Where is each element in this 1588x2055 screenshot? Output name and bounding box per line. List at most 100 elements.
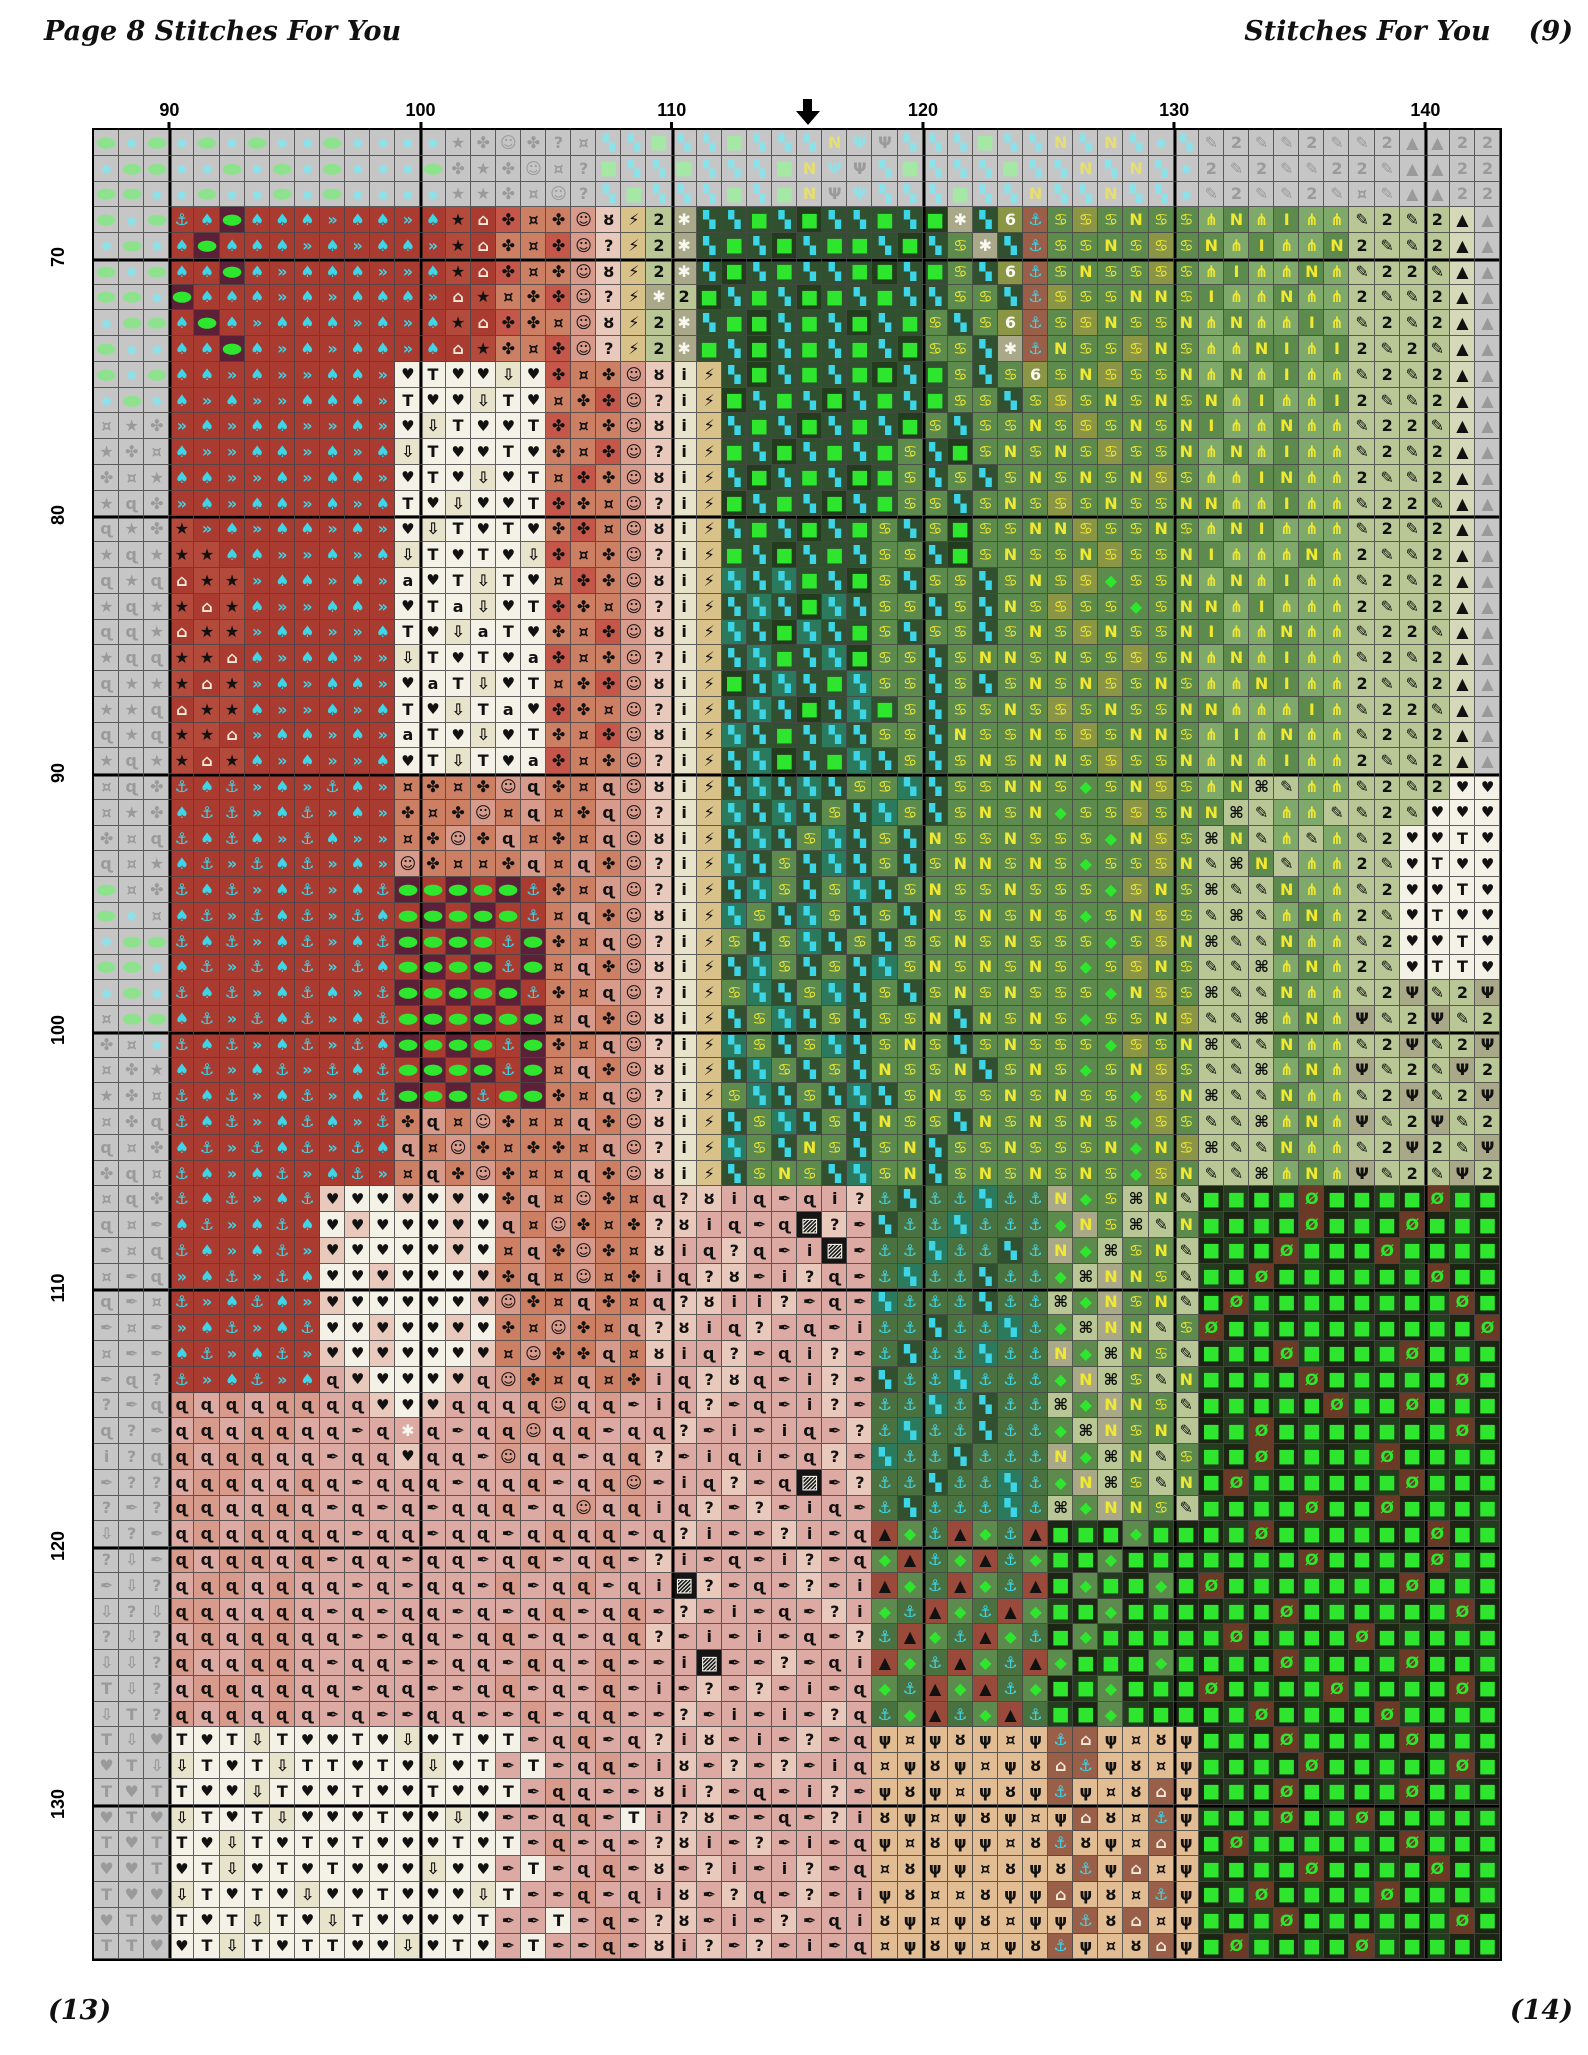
stitch-cell: ■ [1299, 1521, 1325, 1548]
stitch-cell: ɋ [470, 1418, 496, 1445]
stitch-cell: ⚓ [997, 1547, 1024, 1573]
stitch-cell: ɋ [545, 1675, 572, 1702]
stitch-cell: ◆ [897, 1521, 923, 1548]
stitch-cell: ■ [1349, 1469, 1375, 1496]
stitch-cell: ★ [445, 130, 471, 156]
stitch-cell: ▚ [771, 825, 798, 852]
stitch-cell: ? [822, 1779, 848, 1805]
stitch-cell: ▲ [1475, 568, 1501, 594]
stitch-cell: ♋ [922, 336, 948, 362]
stitch-cell: 2 [671, 284, 697, 311]
stitch-cell: ♥ [370, 1315, 396, 1341]
stitch-cell: N [1048, 439, 1074, 465]
stitch-cell: ♋ [972, 284, 998, 311]
stitch-cell: ✒ [771, 1572, 798, 1599]
stitch-cell: ȣ [646, 825, 672, 852]
stitch-cell: Ø [1299, 1753, 1325, 1779]
stitch-cell: ▚ [771, 516, 798, 543]
stitch-cell: ▚ [797, 130, 823, 156]
stitch-cell: ✎ [1399, 542, 1425, 569]
stitch-cell: ♥ [119, 1779, 145, 1805]
stitch-cell: ✒ [771, 1624, 798, 1651]
stitch-cell: ¤ [621, 1289, 647, 1316]
stitch-cell: » [319, 284, 346, 311]
stitch-cell: ɋ [571, 1547, 597, 1573]
stitch-cell: ♥ [1399, 928, 1425, 955]
stitch-cell: ⌘ [1098, 1444, 1124, 1470]
stitch-cell: ▚ [771, 361, 798, 388]
stitch-cell: i [671, 387, 697, 414]
stitch-cell: N [1098, 310, 1124, 337]
stitch-cell: ♋ [1048, 387, 1074, 414]
stitch-cell: 2 [1349, 284, 1375, 311]
stitch-cell: ✎ [1173, 1237, 1199, 1264]
stitch-cell: ♋ [922, 1109, 948, 1135]
stitch-cell: ● [194, 233, 220, 259]
stitch-cell: ♥ [1399, 877, 1425, 903]
stitch-cell: ▚ [1123, 181, 1149, 208]
stitch-cell: ⚓ [294, 1083, 320, 1110]
stitch-cell: ▚ [797, 851, 823, 878]
stitch-cell: ⇩ [470, 593, 496, 620]
stitch-cell: ▲ [1475, 387, 1501, 414]
stitch-cell: ✎ [1349, 1031, 1375, 1058]
stitch-cell: ♥ [495, 542, 521, 569]
stitch-cell: ɋ [470, 1624, 496, 1651]
stitch-cell: ⚓ [922, 1521, 948, 1548]
stitch-cell: ● [94, 258, 120, 285]
stitch-cell: ▚ [847, 490, 873, 517]
stitch-cell: ɋ [169, 1392, 195, 1419]
stitch-cell: ? [797, 1547, 823, 1573]
stitch-cell: ▚ [1123, 130, 1149, 156]
stitch-cell: ▚ [746, 439, 772, 465]
stitch-cell: ⋔ [1324, 645, 1350, 672]
stitch-cell: T [194, 1933, 220, 1960]
stitch-cell: Ø [1299, 1547, 1325, 1573]
stitch-cell: ♠ [269, 310, 295, 337]
stitch-cell: 2 [1449, 130, 1476, 156]
stitch-cell: ⋔ [1249, 413, 1275, 440]
stitch-cell: » [370, 645, 396, 672]
stitch-cell: ψ [947, 1907, 973, 1934]
stitch-cell: ♠ [345, 722, 371, 749]
stitch-cell: ■ [1399, 1804, 1425, 1831]
stitch-cell: ⚓ [947, 1340, 973, 1367]
stitch-cell: ✒ [797, 1289, 823, 1316]
stitch-cell: ♥ [395, 1444, 421, 1470]
stitch-cell: ■ [1223, 1882, 1250, 1908]
stitch-cell: » [345, 980, 371, 1007]
stitch-cell: ▚ [897, 1263, 923, 1290]
stitch-cell: ♋ [897, 645, 923, 672]
stitch-cell: ■ [1374, 1366, 1400, 1393]
stitch-cell: ⚓ [169, 1237, 195, 1264]
stitch-cell: ▚ [746, 233, 772, 259]
stitch-cell: ● [1173, 155, 1199, 182]
stitch-cell: ♠ [294, 207, 320, 234]
stitch-cell: ♠ [370, 748, 396, 775]
stitch-cell: ♋ [746, 902, 772, 929]
stitch-cell: N [1299, 1006, 1325, 1032]
stitch-cell: ✎ [1223, 877, 1250, 903]
stitch-cell: ♠ [370, 902, 396, 929]
stitch-cell: ɋ [520, 1701, 546, 1728]
stitch-cell: ✎ [1349, 130, 1375, 156]
stitch-cell: ✒ [345, 1572, 371, 1599]
stitch-cell: ✤ [495, 1186, 521, 1213]
stitch-cell: ■ [1148, 1675, 1174, 1702]
stitch-cell: ɋ [495, 1212, 521, 1238]
stitch-cell: ♋ [1123, 1469, 1149, 1496]
stitch-cell: ☺ [621, 799, 647, 826]
stitch-cell: N [997, 645, 1024, 672]
stitch-cell: ♋ [1048, 696, 1074, 723]
stitch-cell: ⋔ [1198, 568, 1224, 594]
stitch-cell: ■ [1098, 1650, 1124, 1676]
stitch-cell: ✎ [1374, 954, 1400, 981]
stitch-cell: ▚ [847, 748, 873, 775]
stitch-cell: ȣ [671, 1753, 697, 1779]
stitch-cell: ♋ [972, 439, 998, 465]
stitch-cell: ♋ [1098, 722, 1124, 749]
stitch-cell: ● [144, 130, 170, 156]
stitch-cell: Ψ [1399, 980, 1425, 1007]
stitch-cell: ▚ [797, 722, 823, 749]
stitch-cell: ✤ [596, 439, 622, 465]
